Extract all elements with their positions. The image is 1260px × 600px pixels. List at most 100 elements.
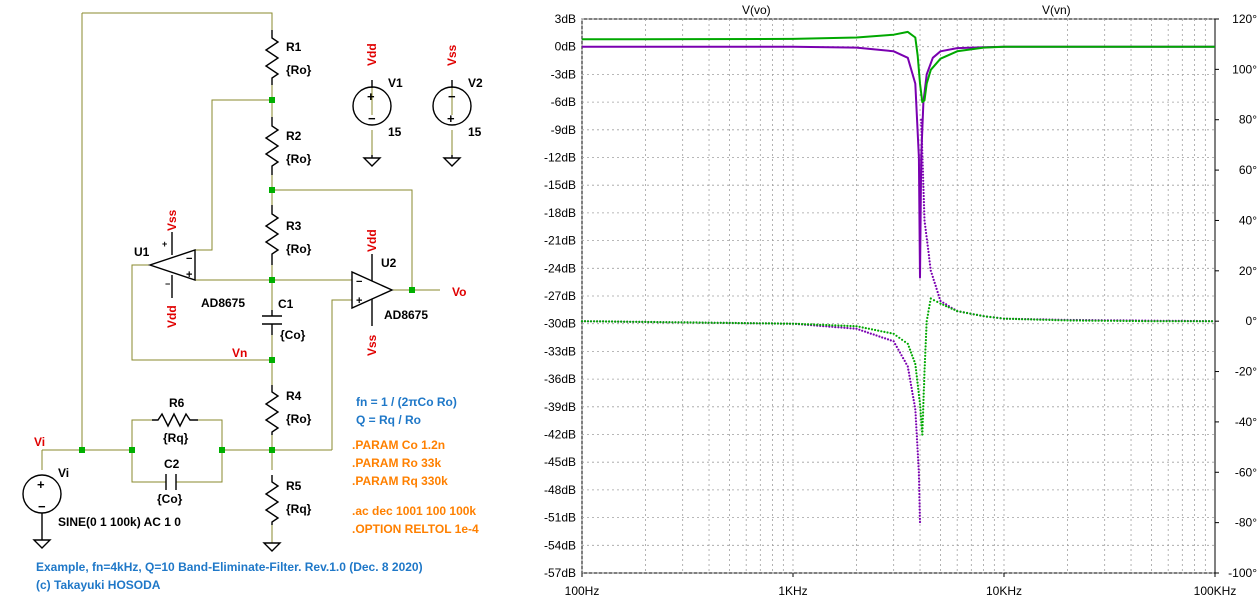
y-right-tick-label: 20° xyxy=(1239,264,1257,278)
y-left-tick-label: -45dB xyxy=(544,455,576,469)
y-left-tick-label: -21dB xyxy=(544,234,576,248)
c1-value: {Co} xyxy=(280,328,306,342)
resistor-r1[interactable] xyxy=(264,30,280,85)
svg-text:−: − xyxy=(165,279,170,289)
capacitor-c2[interactable] xyxy=(165,474,177,490)
y-axis-right-labels: 120° 100° 80° 60° 40° 20° 0° -20° -40° -60° -80° -1… xyxy=(1228,12,1257,580)
y-left-tick-label: -33dB xyxy=(544,344,576,358)
x-tick-label: 100KHz xyxy=(1194,584,1237,598)
y-right-tick-label: -100° xyxy=(1228,566,1257,580)
resistor-r6[interactable] xyxy=(152,412,198,428)
resistor-r5[interactable] xyxy=(264,475,280,525)
net-vdd-v1: Vdd xyxy=(365,43,379,66)
directive-ac: .ac dec 1001 100 100k xyxy=(352,504,476,518)
caption-line-1: Example, fn=4kHz, Q=10 Band-Eliminate-Fi… xyxy=(36,560,423,574)
v1-name: V1 xyxy=(388,76,403,90)
caption-line-2: (c) Takayuki HOSODA xyxy=(36,578,161,592)
schematic: − + + − − + + − − + + − xyxy=(22,12,483,592)
trace-vvn-magnitude xyxy=(581,30,1215,104)
svg-text:+: + xyxy=(162,239,167,249)
r5-value: {Rq} xyxy=(286,502,312,516)
directive-param-rq: .PARAM Rq 330k xyxy=(352,474,448,488)
x-axis-labels: 100Hz 1KHz 10KHz 100KHz xyxy=(565,584,1237,598)
y-left-tick-label: -39dB xyxy=(544,400,576,414)
r4-name: R4 xyxy=(286,389,302,403)
opamp-u2[interactable]: − + xyxy=(351,262,394,318)
formula-fn: fn = 1 / (2πCo Ro) xyxy=(356,395,457,409)
capacitor-c1[interactable] xyxy=(262,310,282,335)
y-right-tick-label: 100° xyxy=(1232,62,1257,76)
svg-text:−: − xyxy=(368,111,376,126)
u1-name: U1 xyxy=(134,245,150,259)
legend-vn[interactable]: V(vn) xyxy=(1042,3,1071,17)
r3-name: R3 xyxy=(286,219,302,233)
y-left-tick-label: -42dB xyxy=(544,428,576,442)
net-vn: Vn xyxy=(232,346,247,360)
bode-plot[interactable]: 3dB 0dB -3dB -6dB -9dB -12dB -15dB -18dB -21dB -2… xyxy=(544,3,1257,598)
y-left-tick-label: -18dB xyxy=(544,206,576,220)
y-right-tick-label: 120° xyxy=(1232,12,1257,26)
y-left-tick-label: 0dB xyxy=(555,40,576,54)
directive-param-co: .PARAM Co 1.2n xyxy=(352,438,445,452)
svg-text:−: − xyxy=(448,89,456,104)
v1-value: 15 xyxy=(388,125,402,139)
c2-value: {Co} xyxy=(157,492,183,506)
x-tick-label: 10KHz xyxy=(986,584,1022,598)
y-right-tick-label: 40° xyxy=(1239,213,1257,227)
y-left-tick-label: -6dB xyxy=(551,95,576,109)
y-left-tick-label: -48dB xyxy=(544,483,576,497)
directive-param-ro: .PARAM Ro 33k xyxy=(352,456,441,470)
voltage-source-vi[interactable]: + − xyxy=(22,474,62,514)
svg-text:+: + xyxy=(37,477,45,492)
svg-text:+: + xyxy=(356,295,362,307)
y-right-tick-label: 80° xyxy=(1239,113,1257,127)
supply-pins xyxy=(171,80,453,326)
r2-value: {Ro} xyxy=(286,152,312,166)
x-tick-label: 1KHz xyxy=(778,584,807,598)
r2-name: R2 xyxy=(286,129,302,143)
y-left-tick-label: -36dB xyxy=(544,372,576,386)
resistor-r4[interactable] xyxy=(264,385,280,435)
y-left-tick-label: -30dB xyxy=(544,317,576,331)
svg-text:+: + xyxy=(447,111,455,126)
r1-value: {Ro} xyxy=(286,63,312,77)
svg-text:−: − xyxy=(38,499,46,514)
net-vss-v2: Vss xyxy=(445,44,459,66)
y-right-tick-label: -80° xyxy=(1235,516,1257,530)
y-right-tick-label: 60° xyxy=(1239,163,1257,177)
y-left-tick-label: -15dB xyxy=(544,178,576,192)
y-left-tick-label: -27dB xyxy=(544,289,576,303)
svg-text:+: + xyxy=(186,269,192,281)
y-left-tick-label: -9dB xyxy=(551,123,576,137)
opamp-u1[interactable]: − + + − xyxy=(147,239,196,290)
legend-vo[interactable]: V(vo) xyxy=(742,3,771,17)
junction-nodes xyxy=(79,97,415,453)
ground-symbols xyxy=(32,155,462,552)
resistor-r3[interactable] xyxy=(264,205,280,265)
resistor-r2[interactable] xyxy=(264,117,280,175)
y-left-tick-label: 3dB xyxy=(555,12,576,26)
y-right-tick-label: -40° xyxy=(1235,415,1257,429)
r6-value: {Rq} xyxy=(163,431,189,445)
x-tick-label: 100Hz xyxy=(565,584,600,598)
r6-name: R6 xyxy=(169,396,185,410)
r5-name: R5 xyxy=(286,479,302,493)
v2-value: 15 xyxy=(468,125,482,139)
c2-name: C2 xyxy=(164,457,180,471)
plot-traces xyxy=(580,30,1215,524)
vi-value: SINE(0 1 100k) AC 1 0 xyxy=(58,515,181,529)
y-left-tick-label: -24dB xyxy=(544,261,576,275)
formula-q: Q = Rq / Ro xyxy=(356,413,421,427)
u2-model: AD8675 xyxy=(384,308,428,322)
y-left-tick-label: -3dB xyxy=(551,67,576,81)
y-right-tick-label: -20° xyxy=(1235,365,1257,379)
y-axis-left-labels: 3dB 0dB -3dB -6dB -9dB -12dB -15dB -18dB -21dB -2… xyxy=(544,12,576,580)
y-right-tick-label: 0° xyxy=(1246,314,1258,328)
y-left-tick-label: -51dB xyxy=(544,511,576,525)
u2-name: U2 xyxy=(381,256,397,270)
r4-value: {Ro} xyxy=(286,412,312,426)
y-right-tick-label: -60° xyxy=(1235,465,1257,479)
r3-value: {Ro} xyxy=(286,242,312,256)
svg-text:−: − xyxy=(186,253,192,265)
